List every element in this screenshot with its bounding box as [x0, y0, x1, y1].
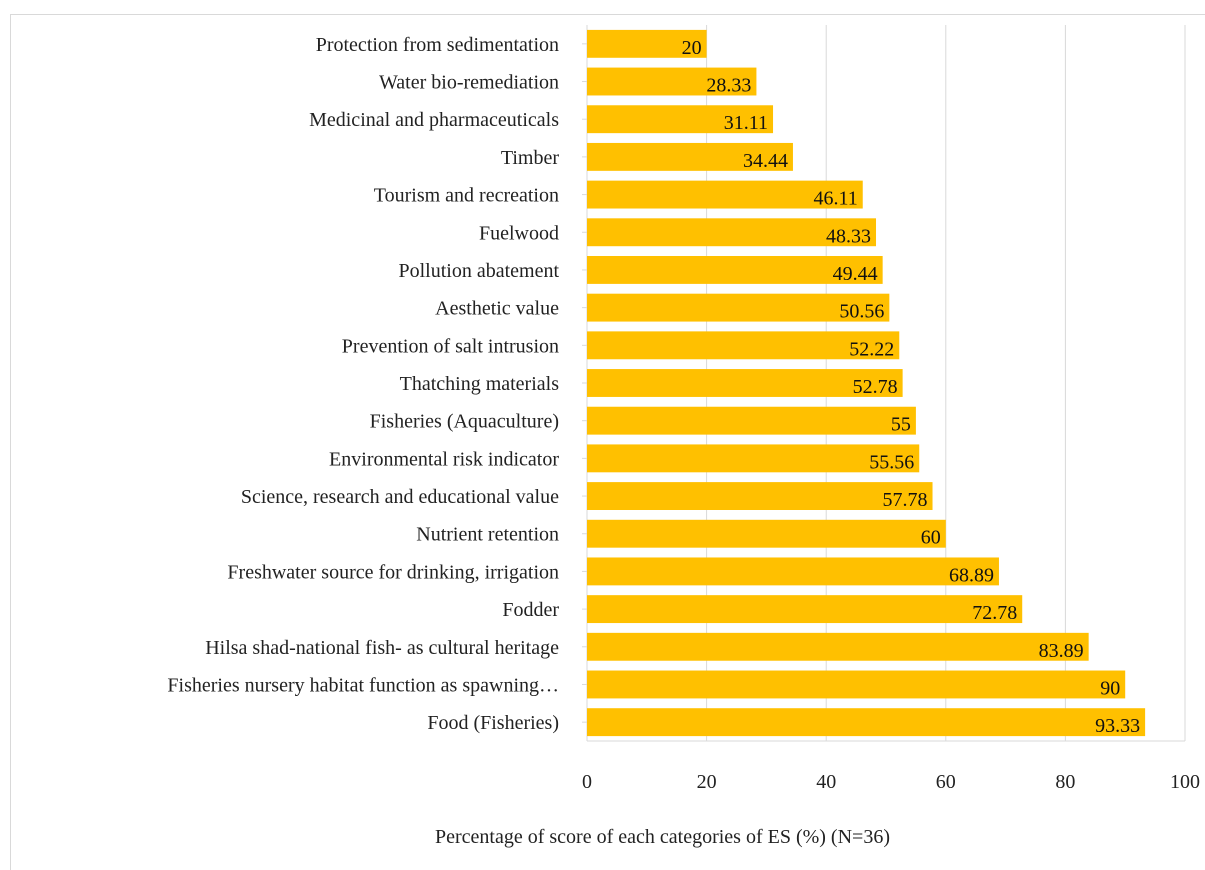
- x-tick-label: 40: [816, 771, 836, 793]
- bar: [587, 670, 1126, 699]
- data-label: 57.78: [883, 489, 928, 511]
- bar: [587, 256, 883, 284]
- data-label: 52.22: [849, 338, 894, 360]
- category-label: Protection from sedimentation: [316, 34, 559, 56]
- bar: [587, 444, 920, 473]
- category-label: Fisheries (Aquaculture): [370, 411, 559, 433]
- x-tick-label: 80: [1055, 771, 1075, 793]
- x-tick-label: 20: [697, 771, 717, 793]
- x-tick-label: 0: [582, 771, 592, 793]
- chart-frame: [10, 14, 1205, 870]
- x-tick-label: 100: [1170, 771, 1200, 793]
- category-label: Fuelwood: [479, 222, 559, 244]
- bar: [587, 105, 774, 134]
- x-axis-title: Percentage of score of each categories o…: [435, 826, 890, 848]
- bar: [587, 519, 946, 548]
- bar: [587, 369, 903, 397]
- data-label: 50.56: [839, 301, 884, 323]
- category-label: Water bio-remediation: [379, 72, 559, 94]
- bar: [587, 142, 793, 171]
- bar: [587, 331, 900, 360]
- data-label: 55: [891, 414, 911, 436]
- data-label: 28.33: [706, 75, 751, 97]
- data-label: 60: [921, 527, 941, 549]
- bar: [587, 632, 1089, 661]
- category-label: Hilsa shad-national fish- as cultural he…: [205, 637, 559, 659]
- category-label: Nutrient retention: [416, 524, 559, 546]
- data-label: 93.33: [1095, 715, 1140, 737]
- category-label: Science, research and educational value: [241, 486, 559, 508]
- data-label: 83.89: [1039, 640, 1084, 662]
- category-label: Timber: [501, 147, 560, 169]
- data-label: 49.44: [833, 263, 878, 285]
- bar: [587, 293, 890, 322]
- category-label: Tourism and recreation: [374, 185, 559, 207]
- data-label: 68.89: [949, 564, 994, 586]
- bar: [587, 482, 933, 510]
- category-label: Thatching materials: [400, 373, 560, 395]
- category-label: Aesthetic value: [435, 298, 559, 320]
- data-label: 20: [682, 37, 702, 59]
- data-label: 46.11: [813, 188, 857, 210]
- data-label: 72.78: [972, 602, 1017, 624]
- category-label: Fisheries nursery habitat function as sp…: [167, 674, 559, 696]
- data-label: 55.56: [869, 451, 914, 473]
- bar: [587, 557, 999, 586]
- bar: [587, 708, 1146, 737]
- data-label: 90: [1100, 677, 1120, 699]
- bar: [587, 595, 1023, 624]
- data-label: 31.11: [724, 112, 768, 134]
- x-tick-label: 60: [936, 771, 956, 793]
- bar: [587, 218, 877, 247]
- bar: [587, 406, 916, 435]
- category-label: Freshwater source for drinking, irrigati…: [227, 561, 559, 583]
- category-label: Fodder: [502, 599, 559, 621]
- bar: [587, 67, 757, 96]
- data-label: 34.44: [743, 150, 788, 172]
- bar: [587, 29, 707, 58]
- category-label: Pollution abatement: [398, 260, 559, 282]
- category-label: Environmental risk indicator: [329, 448, 559, 470]
- data-label: 48.33: [826, 225, 871, 247]
- category-label: Prevention of salt intrusion: [342, 335, 559, 357]
- category-label: Food (Fisheries): [427, 712, 559, 734]
- bar: [587, 180, 863, 209]
- category-label: Medicinal and pharmaceuticals: [309, 109, 559, 131]
- data-label: 52.78: [853, 376, 898, 398]
